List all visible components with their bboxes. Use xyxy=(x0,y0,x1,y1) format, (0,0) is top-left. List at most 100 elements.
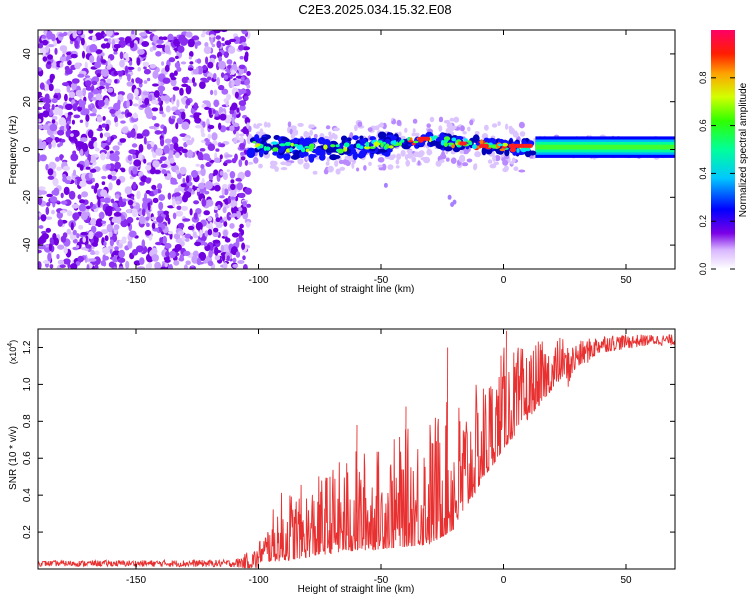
noise-speckle xyxy=(174,61,181,69)
noise-speckle xyxy=(215,217,221,222)
noise-speckle xyxy=(245,221,251,228)
noise-speckle xyxy=(65,103,73,111)
noise-speckle xyxy=(89,168,97,173)
noise-speckle xyxy=(90,84,95,92)
noise-speckle xyxy=(243,95,249,101)
noise-speckle xyxy=(114,32,120,36)
noise-speckle xyxy=(239,104,246,111)
track-halo xyxy=(462,131,467,135)
noise-speckle xyxy=(206,157,212,162)
noise-speckle xyxy=(76,233,80,239)
track-halo xyxy=(287,121,292,128)
noise-speckle xyxy=(236,107,240,113)
noise-speckle xyxy=(96,116,103,123)
noise-speckle xyxy=(38,225,44,229)
noise-speckle xyxy=(86,264,90,269)
noise-speckle xyxy=(78,180,87,188)
track-halo xyxy=(297,158,304,165)
noise-speckle xyxy=(77,73,85,78)
noise-speckle xyxy=(176,205,182,210)
track-cell xyxy=(284,141,292,146)
noise-speckle xyxy=(233,36,241,44)
noise-speckle xyxy=(164,259,171,263)
noise-speckle xyxy=(210,36,214,46)
noise-speckle xyxy=(218,60,227,70)
track-halo xyxy=(356,167,360,172)
noise-speckle xyxy=(38,67,42,72)
track-halo xyxy=(303,162,310,170)
noise-speckle xyxy=(191,170,198,178)
noise-speckle xyxy=(195,163,200,167)
noise-speckle xyxy=(143,136,147,145)
track-halo xyxy=(248,125,252,133)
noise-speckle xyxy=(91,185,95,189)
noise-speckle xyxy=(229,110,235,115)
track-halo xyxy=(501,157,506,162)
noise-speckle xyxy=(229,196,236,200)
noise-speckle xyxy=(183,250,191,257)
noise-speckle xyxy=(235,195,239,202)
track-halo xyxy=(325,161,330,166)
noise-speckle xyxy=(201,198,207,207)
track-cell xyxy=(463,138,468,142)
noise-speckle xyxy=(184,233,192,239)
noise-speckle xyxy=(234,91,239,99)
noise-speckle xyxy=(80,231,89,236)
noise-speckle xyxy=(53,187,60,196)
track-core xyxy=(481,146,487,156)
noise-speckle xyxy=(39,82,45,90)
noise-speckle xyxy=(185,104,188,109)
noise-speckle xyxy=(164,138,172,144)
noise-speckle xyxy=(65,68,73,75)
noise-speckle xyxy=(172,94,176,102)
track-core xyxy=(356,153,366,158)
noise-speckle xyxy=(59,210,67,214)
track-halo xyxy=(400,149,406,157)
track-cell xyxy=(263,146,267,151)
track-cell xyxy=(472,144,478,150)
noise-speckle xyxy=(161,113,166,118)
noise-speckle xyxy=(138,171,144,177)
track-core xyxy=(497,138,505,144)
track-halo xyxy=(396,153,402,160)
noise-speckle xyxy=(185,260,191,266)
track-halo xyxy=(247,161,254,165)
noise-speckle xyxy=(231,116,235,125)
noise-speckle xyxy=(229,223,235,229)
noise-speckle xyxy=(104,97,109,106)
noise-speckle xyxy=(92,35,97,42)
noise-speckle xyxy=(156,39,164,44)
track-cell xyxy=(451,137,457,142)
track-cell xyxy=(337,148,344,154)
noise-speckle xyxy=(243,54,249,62)
noise-speckle xyxy=(75,261,81,266)
track-halo xyxy=(411,156,417,163)
noise-speckle xyxy=(192,231,197,238)
noise-speckle xyxy=(173,260,180,266)
snr-x-label: Height of straight line (km) xyxy=(298,584,415,595)
noise-speckle xyxy=(207,61,214,69)
track-cell xyxy=(272,147,279,152)
track-halo xyxy=(519,131,526,137)
track-core xyxy=(293,137,299,144)
x-tick-label: 50 xyxy=(620,575,632,586)
noise-speckle xyxy=(185,139,194,146)
noise-speckle xyxy=(128,230,137,238)
noise-speckle xyxy=(74,130,79,138)
noise-speckle xyxy=(141,208,146,217)
noise-speckle xyxy=(38,186,46,191)
noise-speckle xyxy=(158,194,166,201)
colorbar-tick-label: 0.8 xyxy=(698,72,708,85)
noise-speckle xyxy=(163,210,170,215)
noise-speckle xyxy=(171,115,176,120)
noise-speckle xyxy=(131,208,138,218)
track-cell xyxy=(296,145,304,150)
noise-speckle xyxy=(104,235,109,242)
noise-speckle xyxy=(236,182,243,191)
noise-speckle xyxy=(191,255,199,264)
track-halo xyxy=(467,126,471,132)
track-halo xyxy=(395,159,400,165)
noise-speckle xyxy=(179,87,184,96)
noise-speckle xyxy=(114,150,120,156)
noise-speckle xyxy=(145,216,150,221)
